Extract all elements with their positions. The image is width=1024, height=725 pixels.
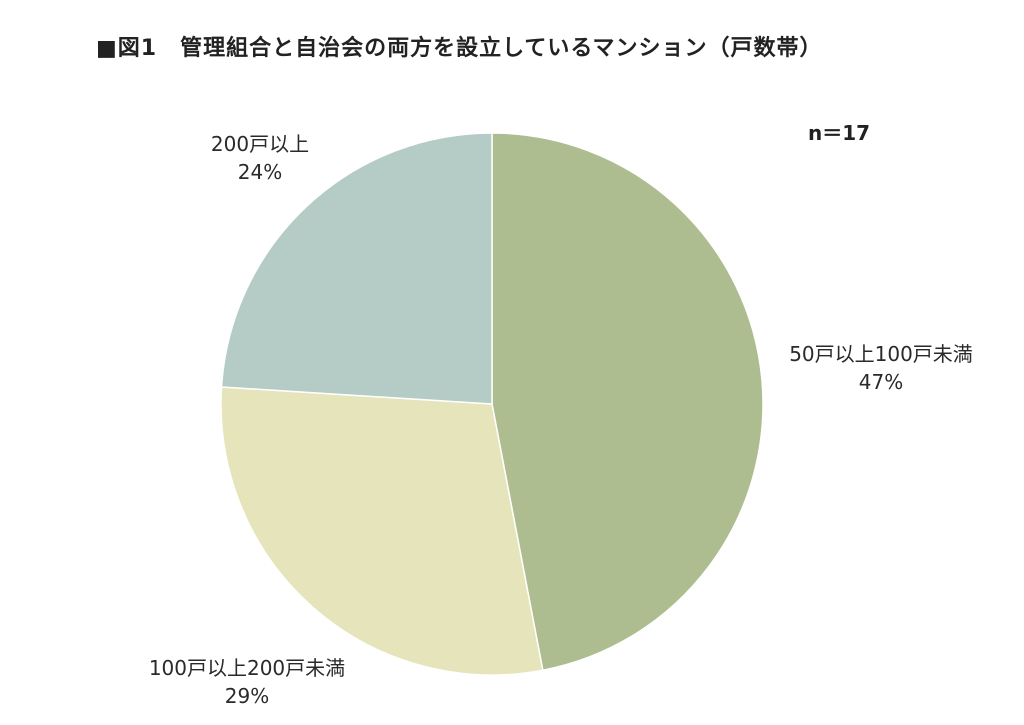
slice-value-label: 24% — [237, 160, 283, 184]
slice-category-label: 50戸以上100戸未満 — [789, 342, 973, 366]
pie-slice-100-200 — [220, 386, 544, 676]
slice-label-50-100: 50戸以上100戸未満 47% — [775, 340, 987, 396]
slice-value-label: 29% — [224, 684, 270, 708]
slice-category-label: 200戸以上 — [210, 132, 310, 156]
slice-category-label: 100戸以上200戸未満 — [148, 656, 346, 680]
slice-label-200-plus: 200戸以上 24% — [190, 130, 330, 186]
slice-value-label: 47% — [858, 370, 904, 394]
pie-slice-200-plus — [220, 132, 493, 405]
slice-label-100-200: 100戸以上200戸未満 29% — [132, 654, 362, 710]
sample-size-label: n＝17 — [808, 121, 871, 145]
pie-slice-50-100 — [491, 132, 764, 672]
chart-title: ■図1 管理組合と自治会の両方を設立しているマンション（戸数帯） — [96, 36, 823, 61]
